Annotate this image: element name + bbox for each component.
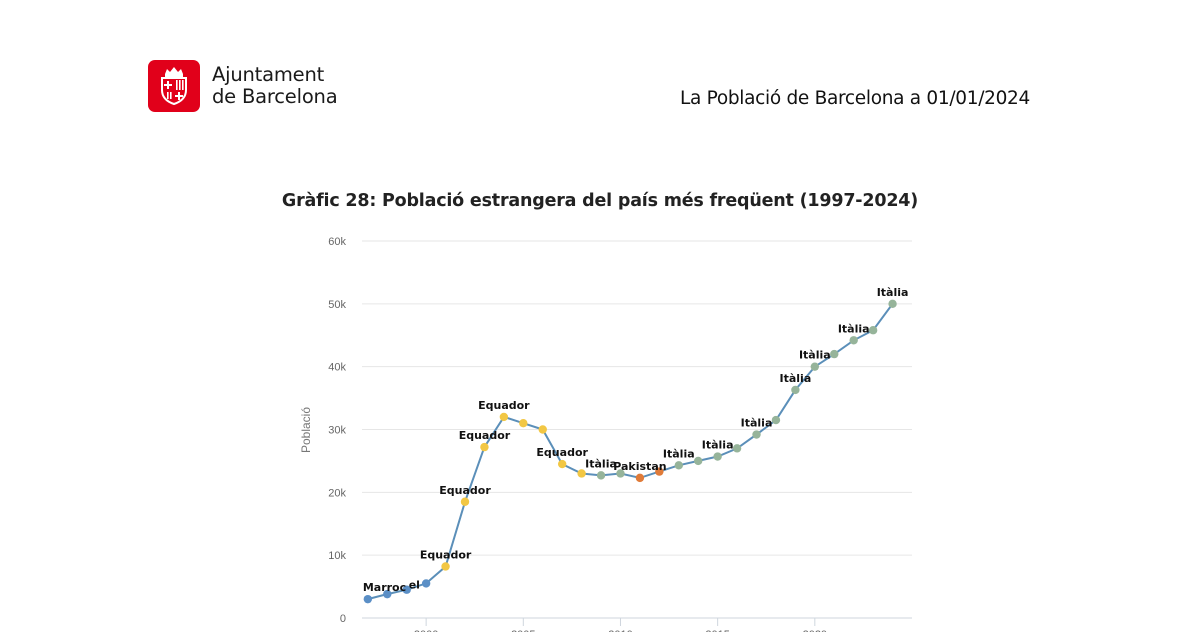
data-point (752, 430, 761, 439)
logo-text: Ajuntament de Barcelona (212, 63, 338, 108)
data-label: Itàlia (741, 417, 773, 430)
data-label: Marroc (363, 581, 406, 594)
x-tick-label: 2010 (608, 629, 632, 632)
document-title: La Població de Barcelona a 01/01/2024 (680, 88, 1031, 109)
y-tick-label: 60k (328, 236, 346, 248)
data-label: Equador (536, 446, 588, 459)
y-tick-label: 20k (328, 487, 346, 499)
data-point (499, 412, 509, 422)
ajuntament-logo: Ajuntament de Barcelona (148, 60, 338, 112)
x-tick-label: 2000 (414, 629, 438, 632)
data-point (732, 444, 742, 453)
data-point (655, 467, 664, 476)
data-point (849, 336, 858, 345)
data-point (616, 469, 625, 478)
data-label: Itàlia (663, 447, 695, 460)
data-label: Itàlia (702, 439, 734, 452)
data-point (519, 419, 528, 428)
data-label: Itàlia (585, 457, 617, 470)
data-point (402, 585, 411, 594)
data-point (635, 473, 645, 483)
y-tick-label: 40k (328, 362, 346, 374)
data-label: Itàlia (877, 286, 909, 299)
data-label: Itàlia (799, 349, 831, 362)
data-point (460, 497, 470, 506)
data-label: Equador (439, 484, 491, 497)
data-point (791, 385, 800, 395)
data-label: Equador (478, 399, 530, 412)
data-point (888, 299, 897, 309)
data-point (694, 456, 703, 466)
data-point (810, 362, 820, 371)
x-tick-label: 2005 (511, 629, 535, 632)
data-point (383, 589, 392, 599)
data-point (557, 459, 567, 469)
series-line (367, 303, 894, 601)
data-point (830, 349, 839, 359)
data-point (577, 469, 586, 478)
y-tick-label: 0 (340, 613, 346, 625)
logo-line-1: Ajuntament (212, 63, 325, 86)
logo-line-2: de Barcelona (212, 85, 338, 108)
data-label: Pakistan (613, 460, 666, 473)
data-point (538, 425, 547, 434)
x-tick-label: 2020 (803, 629, 827, 632)
data-label: Itàlia (780, 372, 812, 385)
data-point (480, 442, 489, 452)
data-point (771, 415, 781, 425)
data-point (713, 452, 722, 461)
data-point (441, 562, 450, 571)
data-label: el (409, 579, 420, 592)
data-point (674, 461, 683, 470)
data-point (421, 579, 431, 588)
data-label: Itàlia (838, 322, 870, 335)
y-tick-label: 50k (328, 299, 346, 311)
barcelona-shield-icon (148, 60, 200, 112)
data-point (868, 326, 878, 335)
data-point (363, 594, 373, 604)
data-label: Equador (459, 429, 511, 442)
y-axis-label: Població (299, 407, 313, 453)
chart-title: Gràfic 28: Població estrangera del país … (281, 191, 919, 211)
y-tick-label: 30k (328, 425, 346, 437)
data-label: Equador (420, 548, 472, 561)
data-point (596, 471, 606, 480)
y-tick-label: 10k (328, 550, 346, 562)
x-tick-label: 2015 (705, 629, 729, 632)
